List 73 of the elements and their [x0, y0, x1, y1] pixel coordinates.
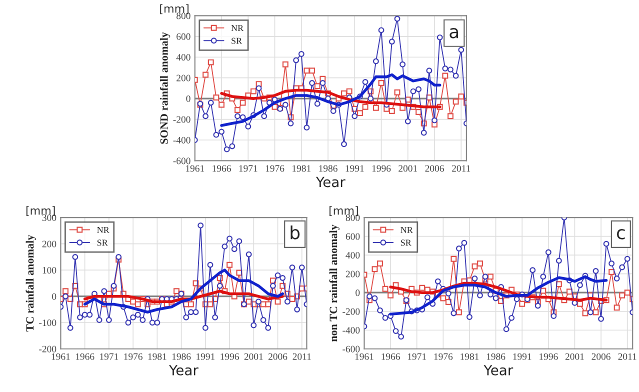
- legend-label: SR: [400, 240, 412, 246]
- y-tick-label: -200: [342, 308, 360, 315]
- y-axis-title: SOND rainfall anomaly: [160, 32, 170, 144]
- y-tick-label: -400: [173, 136, 190, 144]
- annotation: b: [290, 225, 300, 240]
- x-tick-label: 1986: [172, 353, 191, 360]
- text: [mm]: [330, 206, 358, 216]
- x-tick-label: 1971: [408, 353, 426, 360]
- x-tick-label: 2006: [592, 353, 610, 360]
- y-tick-label: -600: [173, 158, 190, 164]
- y-tick-label: 0: [52, 293, 56, 300]
- x-tick-label: 1966: [382, 353, 400, 360]
- text: [mm]: [26, 206, 55, 216]
- y-tick-label: 100: [42, 266, 56, 274]
- y-tick-label: 600: [346, 233, 360, 240]
- x-tick-label: 1981: [460, 353, 479, 360]
- x-tick-label: 2011: [292, 353, 311, 360]
- x-axis-title: Year: [168, 365, 198, 376]
- x-tick-label: 1981: [292, 165, 311, 172]
- y-tick-label: 300: [42, 214, 56, 222]
- y-tick-label: -100: [39, 320, 56, 326]
- x-tick-label: 1961: [52, 353, 70, 360]
- x-tick-label: 1991: [346, 165, 364, 172]
- x-axis-title: Year: [316, 176, 346, 188]
- x-tick-label: 1961: [355, 353, 374, 360]
- x-tick-label: 1966: [212, 165, 231, 172]
- y-tick-label: 200: [42, 240, 56, 248]
- y-tick-label: -200: [39, 346, 56, 352]
- x-tick-label: 1976: [434, 353, 453, 360]
- x-tick-label: 1996: [372, 165, 391, 172]
- x-tick-label: 1971: [239, 165, 258, 172]
- x-tick-label: 1971: [100, 353, 118, 360]
- y-tick-label: 200: [176, 74, 190, 82]
- legend-label: NR: [231, 25, 244, 32]
- x-tick-label: 2011: [452, 165, 470, 172]
- annotation: c: [616, 229, 625, 240]
- x-tick-label: 1991: [196, 353, 215, 360]
- y-axis-title: non TC rainfall anomaly: [329, 224, 340, 342]
- x-tick-label: 2001: [398, 165, 418, 172]
- y-tick-label: 0: [356, 290, 360, 296]
- x-tick-label: 1986: [319, 165, 338, 172]
- x-tick-label: 2006: [425, 165, 444, 172]
- x-tick-label: 1996: [540, 353, 558, 360]
- y-tick-label: 200: [346, 270, 360, 278]
- legend-label: NR: [400, 226, 413, 233]
- y-tick-label: 800: [176, 12, 190, 20]
- x-axis-title: Year: [484, 365, 514, 376]
- x-tick-label: 1986: [486, 353, 506, 360]
- y-tick-label: -600: [342, 346, 360, 352]
- legend-label: NR: [97, 226, 110, 233]
- y-tick-label: 600: [176, 33, 190, 40]
- y-tick-label: 400: [176, 54, 190, 61]
- x-tick-label: 1961: [186, 165, 204, 172]
- annotation: a: [450, 28, 458, 38]
- x-tick-label: 1996: [220, 353, 239, 360]
- x-tick-label: 2006: [268, 353, 288, 360]
- x-tick-label: 2001: [565, 353, 584, 360]
- legend-label: SR: [97, 240, 108, 246]
- y-axis-title: TC rainfall anomaly: [26, 234, 36, 332]
- legend-label: SR: [232, 38, 242, 44]
- y-tick-label: 400: [346, 252, 360, 259]
- x-tick-label: 1976: [124, 353, 142, 360]
- y-tick-label: 0: [186, 95, 190, 102]
- x-tick-label: 2011: [618, 353, 636, 360]
- x-tick-label: 1976: [266, 165, 284, 172]
- x-tick-label: 2001: [244, 353, 263, 360]
- y-tick-label: -200: [173, 116, 190, 123]
- x-tick-label: 1966: [76, 353, 94, 360]
- x-tick-label: 1981: [148, 353, 166, 360]
- y-tick-label: 800: [346, 214, 360, 222]
- x-tick-label: 1991: [513, 353, 532, 360]
- text: [mm]: [160, 4, 189, 14]
- y-tick-label: -400: [342, 327, 360, 334]
